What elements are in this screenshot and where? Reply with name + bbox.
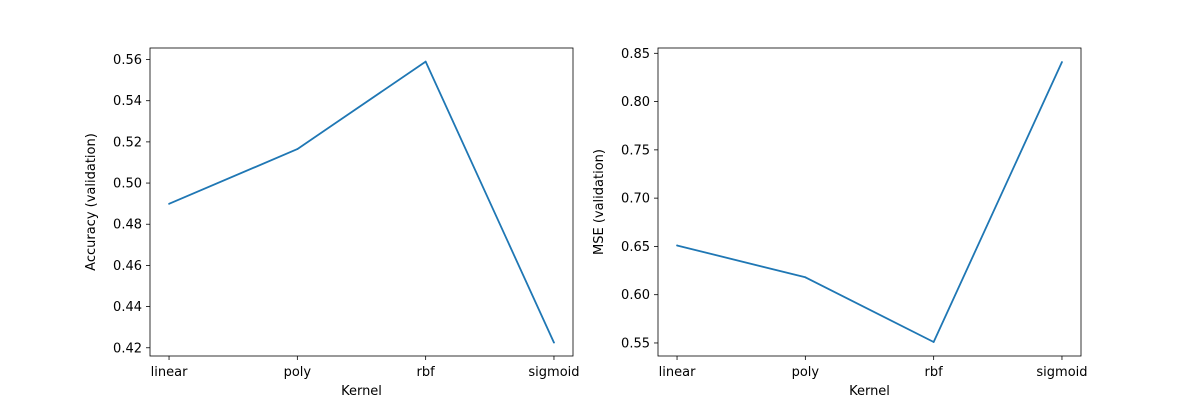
y-tick-label: 0.60 [621, 288, 650, 303]
x-tick-label: sigmoid [528, 365, 579, 380]
y-tick-label: 0.54 [113, 94, 142, 109]
data-point [296, 148, 299, 150]
x-axis-label: Kernel [849, 384, 890, 399]
x-tick-label: poly [792, 365, 820, 380]
data-point [553, 341, 555, 344]
y-axis-label: Accuracy (validation) [84, 133, 99, 271]
data-point [676, 244, 678, 247]
data-point [168, 202, 170, 205]
y-tick-label: 0.48 [113, 218, 142, 233]
data-point [424, 60, 427, 63]
y-tick-label: 0.42 [113, 341, 142, 356]
series-line [168, 60, 555, 343]
y-tick-label: 0.52 [113, 135, 142, 150]
y-tick-label: 0.80 [621, 95, 650, 110]
y-tick-label: 0.44 [113, 300, 142, 315]
x-axis-label: Kernel [341, 384, 382, 399]
data-point [1061, 61, 1063, 63]
y-tick-label: 0.56 [113, 53, 142, 68]
x-tick-label: sigmoid [1036, 365, 1087, 380]
y-tick-label: 0.70 [621, 192, 650, 207]
y-tick-label: 0.46 [113, 259, 142, 274]
y-axis-label: MSE (validation) [592, 149, 607, 255]
x-tick-label: poly [284, 365, 312, 380]
plot-frame [657, 47, 1082, 357]
data-point [932, 341, 935, 343]
x-tick-label: rbf [925, 365, 944, 380]
series-line [676, 61, 1063, 343]
x-tick-label: linear [659, 365, 696, 380]
y-tick-label: 0.75 [621, 143, 650, 158]
x-tick-label: linear [151, 365, 188, 380]
x-tick-label: rbf [417, 365, 436, 380]
data-point [804, 276, 807, 279]
y-tick-label: 0.50 [113, 177, 142, 192]
y-tick-label: 0.85 [621, 47, 650, 62]
plot-frame [149, 47, 574, 357]
y-tick-label: 0.65 [621, 240, 650, 255]
y-tick-label: 0.55 [621, 336, 650, 351]
